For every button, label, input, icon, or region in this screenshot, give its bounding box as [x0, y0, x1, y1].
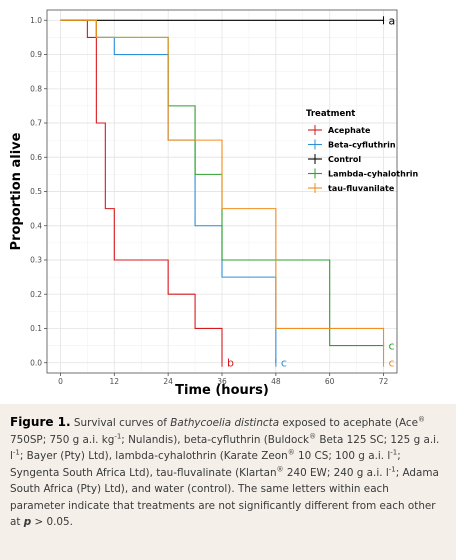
- significance-letter-lambda-cyhalothrin: c: [389, 340, 395, 353]
- caption-text-9: 240 EW; 240 g a.i. l: [283, 466, 389, 479]
- y-tick-label: 0.2: [30, 290, 42, 299]
- caption-text-3: 750SP; 750 g a.i. kg: [10, 433, 115, 446]
- chart-svg: 0 12 24 36 48 60 72 0.0 0.1 0.2 0.3 0.4 0.5 0.6 0.7 0.8…: [9, 9, 419, 398]
- caption-p-symbol: p: [23, 516, 32, 528]
- survival-curve-tau-fluvanilate: [60, 19, 385, 363]
- x-tick-label: 24: [163, 377, 173, 386]
- x-tick-label: 72: [379, 377, 389, 386]
- caption-sup-3: -1: [390, 448, 398, 457]
- y-tick-label: 0.9: [30, 50, 42, 59]
- survival-curve-acephate: [60, 19, 223, 363]
- legend-entry-label: Acephate: [328, 126, 371, 135]
- legend-entry-label: Lambda-cyhalothrin: [328, 170, 419, 179]
- x-tick-label: 12: [110, 377, 120, 386]
- x-tick-label: 36: [217, 377, 227, 386]
- y-tick-label: 0.8: [30, 84, 42, 93]
- caption-text-6: ; Bayer (Pty) Ltd), lambda-cyhalothrin (…: [19, 450, 288, 462]
- legend-entry-label: Control: [328, 155, 361, 164]
- y-tick-label: 0.6: [30, 153, 42, 162]
- figure-caption: Figure 1. Survival curves of Bathycoelia…: [0, 404, 456, 560]
- legend-entry-label: Beta-cyfluthrin: [328, 141, 396, 150]
- caption-sup-2: -1: [12, 448, 20, 457]
- x-tick-label: 60: [325, 377, 335, 386]
- y-axis-title: Proportion alive: [9, 132, 24, 250]
- x-axis-title: Time (hours): [175, 383, 269, 398]
- caption-text-2: exposed to acephate (Ace: [279, 417, 418, 429]
- significance-letter-control: a: [389, 14, 396, 27]
- y-tick-label: 0.3: [30, 256, 42, 265]
- x-tick-label: 0: [58, 377, 63, 386]
- significance-letter-tau-fluvanilate: c: [389, 357, 395, 370]
- y-tick-label: 0.4: [30, 221, 42, 230]
- caption-reg-4: ®: [276, 465, 284, 474]
- caption-text-8: ; Syngenta South Africa Ltd), tau-fluval…: [10, 450, 401, 479]
- caption-species: Bathycoelia distincta: [170, 417, 280, 429]
- significance-letter-beta-cyfluthrin: c: [281, 357, 287, 370]
- caption-text-7: 10 CS; 100 g a.i. l: [294, 450, 391, 462]
- y-tick-label: 0.0: [30, 358, 42, 367]
- caption-sup-1: -1: [114, 432, 122, 441]
- caption-reg-1: ®: [418, 415, 425, 424]
- caption-text-10: ; Adama South Africa (Pty) Ltd), and wat…: [10, 466, 439, 529]
- survival-chart: 0 12 24 36 48 60 72 0.0 0.1 0.2 0.3 0.4 0.5 0.6 0.7 0.8…: [9, 9, 419, 398]
- caption-text-11: > 0.05.: [31, 516, 73, 528]
- y-tick-label: 0.7: [30, 119, 42, 128]
- y-tick-label: 0.1: [30, 324, 42, 333]
- y-tick-label: 0.5: [30, 187, 42, 196]
- caption-text-4: ; Nulandis), beta-cyfluthrin (Buldock: [121, 433, 310, 446]
- x-tick-label: 48: [271, 377, 281, 386]
- caption-reg-3: ®: [287, 448, 295, 457]
- caption-text-5: Beta 125 SC; 125 g a.i. l: [10, 433, 440, 463]
- caption-reg-2: ®: [309, 432, 317, 441]
- figure-label: Figure 1.: [10, 415, 71, 429]
- legend-entry-label: tau-fluvanilate: [328, 184, 395, 193]
- significance-letter-acephate: b: [227, 357, 234, 370]
- y-tick-label: 1.0: [30, 16, 42, 25]
- legend: Treatment Acephate Beta-cyfluthrin Control L…: [306, 109, 419, 193]
- caption-sup-4: -1: [388, 465, 396, 474]
- caption-text-1: Survival curves of: [73, 417, 171, 429]
- legend-title: Treatment: [306, 109, 355, 119]
